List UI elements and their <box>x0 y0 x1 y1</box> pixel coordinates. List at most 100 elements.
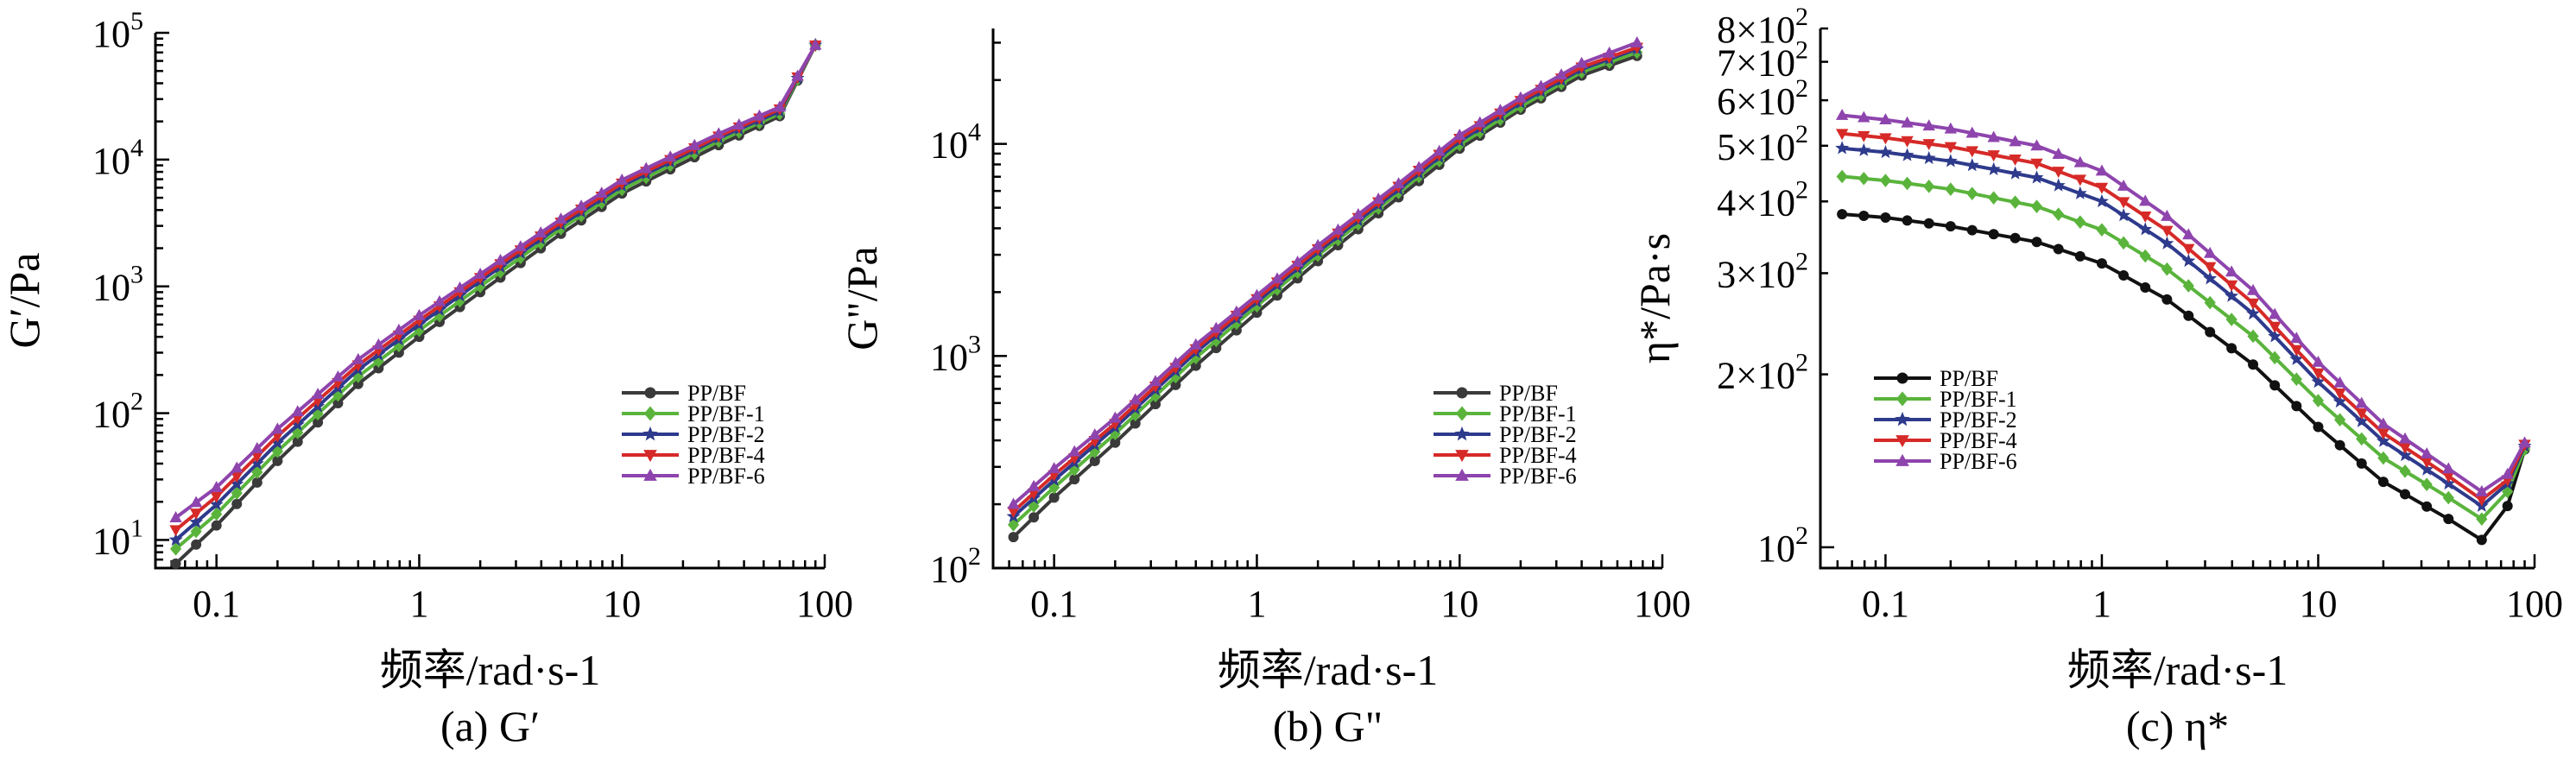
data-point <box>332 398 344 409</box>
data-point <box>1880 212 1891 223</box>
chart-panel-b: 0.1 1 10 100 102 103 104 频率/rad·s-1 (b) G" G"/Pa P… <box>838 28 1691 750</box>
data-point <box>189 496 203 508</box>
data-point <box>1088 428 1101 440</box>
data-point <box>2203 271 2218 285</box>
data-point <box>2051 178 2066 192</box>
y-tick-label: 7×102 <box>1717 36 1808 85</box>
legend-marker <box>1455 450 1469 463</box>
legend-marker <box>1896 453 1909 466</box>
data-point <box>2421 501 2433 512</box>
data-point <box>1047 462 1060 473</box>
legend-label: PP/BF <box>1499 381 1558 406</box>
data-point <box>2204 295 2216 310</box>
data-point <box>2333 376 2346 388</box>
data-point <box>2377 428 2390 440</box>
data-point <box>2053 243 2064 255</box>
data-point <box>1149 375 1162 387</box>
panel-caption: (a) G′ <box>440 702 540 750</box>
y-tick-label: 6×102 <box>1717 74 1808 123</box>
data-point <box>1494 104 1507 116</box>
data-point <box>2247 329 2259 344</box>
x-tick-label: 1 <box>409 583 428 625</box>
legend-marker <box>1454 426 1470 441</box>
data-point <box>2443 514 2454 525</box>
data-point <box>2052 167 2065 178</box>
data-point <box>2420 457 2434 469</box>
data-point <box>2225 313 2237 326</box>
data-point <box>313 417 324 428</box>
data-point <box>2476 512 2488 526</box>
data-point <box>1858 211 1870 222</box>
data-point <box>2355 396 2368 408</box>
data-point <box>1109 411 1122 423</box>
data-point <box>271 422 284 434</box>
data-point <box>189 515 204 528</box>
y-tick-label: 5×102 <box>1717 120 1808 168</box>
data-point <box>688 138 701 150</box>
data-point <box>2313 421 2324 433</box>
legend-marker <box>1455 468 1469 481</box>
data-point <box>809 38 822 50</box>
data-point <box>2399 464 2411 478</box>
y-tick-label: 4×102 <box>1717 175 1808 224</box>
data-point <box>2138 222 2153 236</box>
data-point <box>1858 111 1870 123</box>
data-point <box>2398 448 2412 462</box>
data-point <box>251 477 263 488</box>
data-point <box>1945 221 1956 232</box>
data-point <box>2052 148 2065 159</box>
data-point <box>1149 388 1161 403</box>
data-point <box>1554 68 1568 79</box>
data-point <box>2226 343 2237 354</box>
data-point <box>1392 177 1405 189</box>
data-point <box>2311 375 2326 388</box>
data-point <box>250 441 263 453</box>
data-point <box>2476 534 2487 546</box>
data-point <box>2246 283 2260 295</box>
data-point <box>2139 211 2152 223</box>
data-point <box>1857 142 1871 156</box>
data-point <box>574 199 588 212</box>
series-PP/BF <box>1837 209 2530 546</box>
data-point <box>640 161 653 174</box>
data-point <box>2225 265 2238 277</box>
data-point <box>2420 462 2434 476</box>
data-point <box>2182 279 2194 293</box>
data-point <box>1130 418 1141 429</box>
data-point <box>332 370 345 382</box>
data-point <box>2053 207 2065 221</box>
data-point <box>2269 351 2281 365</box>
data-point <box>1923 180 1935 193</box>
data-point <box>2333 388 2346 400</box>
data-point <box>231 471 244 483</box>
data-point <box>413 308 426 320</box>
data-point <box>2475 495 2489 507</box>
data-point <box>1351 207 1365 219</box>
legend-marker <box>643 468 657 481</box>
data-point <box>773 100 787 112</box>
x-tick-label: 100 <box>2506 583 2563 625</box>
data-point <box>1575 56 1588 68</box>
series-PP/BF-1 <box>1836 169 2531 526</box>
data-point <box>1110 437 1121 448</box>
data-point <box>2290 332 2303 344</box>
data-point <box>2073 186 2087 199</box>
data-point <box>372 354 384 368</box>
data-point <box>351 352 364 364</box>
data-point <box>1230 305 1244 317</box>
x-tick-label: 100 <box>1634 583 1691 625</box>
data-point <box>1433 144 1446 156</box>
data-point <box>2161 262 2173 276</box>
data-point <box>1210 321 1223 333</box>
legend-label: PP/BF-2 <box>1499 422 1577 447</box>
data-point <box>1603 46 1616 58</box>
data-point <box>191 539 202 550</box>
data-point <box>2289 351 2304 365</box>
y-tick-label: 101 <box>92 514 143 562</box>
data-point <box>1923 218 1934 229</box>
data-point <box>1835 141 1850 155</box>
series-PP/BF-6 <box>169 38 822 522</box>
data-point <box>2268 329 2282 343</box>
data-point <box>2334 439 2345 451</box>
